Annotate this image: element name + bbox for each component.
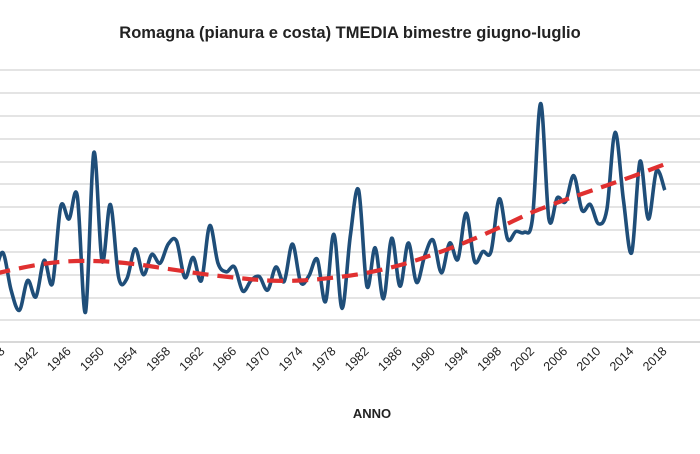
- trend-line-dashed: [0, 162, 666, 283]
- x-tick-label: 1950: [77, 344, 107, 374]
- x-tick-label: 1966: [210, 344, 240, 374]
- x-tick-label: 2002: [508, 344, 538, 374]
- x-tick-label: 1942: [11, 344, 41, 374]
- x-tick-label: 1982: [342, 344, 372, 374]
- x-tick-label: 1998: [475, 344, 505, 374]
- x-tick-label: 1954: [110, 344, 140, 374]
- tmedia-series-line: [0, 101, 667, 315]
- x-tick-label: 1958: [144, 344, 174, 374]
- x-tick-label: 1974: [276, 344, 306, 374]
- x-tick-label: 1938: [0, 344, 8, 374]
- x-tick-label: 2018: [640, 344, 670, 374]
- x-tick-label: 1994: [441, 344, 471, 374]
- x-tick-label: 2010: [574, 344, 604, 374]
- series-lines: [0, 101, 667, 315]
- chart-title: Romagna (pianura e costa) TMEDIA bimestr…: [119, 24, 581, 42]
- x-tick-label: 1946: [44, 344, 74, 374]
- x-tick-label: 1970: [243, 344, 273, 374]
- x-axis-label: ANNO: [352, 406, 392, 421]
- x-tick-label: 2006: [541, 344, 571, 374]
- grid-lines: [0, 69, 700, 321]
- x-tick-label: 1962: [177, 344, 207, 374]
- x-tick-label: 1986: [375, 344, 405, 374]
- x-tick-label: 1990: [408, 344, 438, 374]
- x-tick-labels: 1938 1942 1946 1950 1954 1958 1962 1966 1970 1974…: [0, 344, 670, 374]
- x-tick-label: 2014: [607, 344, 637, 374]
- x-tick-label: 1978: [309, 344, 339, 374]
